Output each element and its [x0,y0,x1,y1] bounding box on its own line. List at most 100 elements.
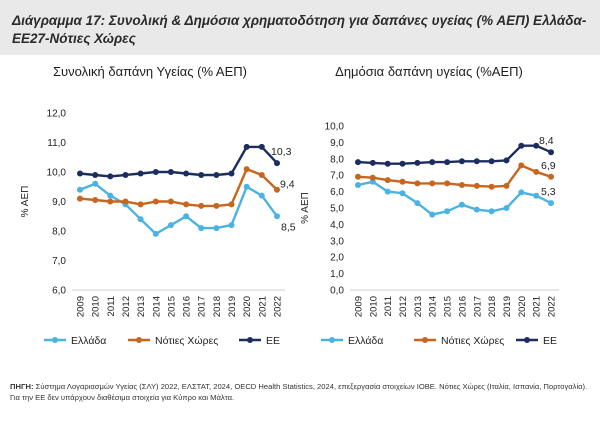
data-point [198,202,205,209]
y-tick-label: 2,0 [330,253,344,264]
x-tick-label: 2017 [472,296,483,317]
x-tick-label: 2015 [443,296,454,317]
data-point [274,160,280,167]
data-point [399,178,406,185]
data-point [228,170,235,177]
data-point [488,183,495,190]
data-point [369,174,376,181]
data-point [274,186,280,193]
data-point [243,166,250,173]
x-tick-label: 2011 [383,296,394,316]
data-point [77,186,83,193]
data-point [399,190,406,197]
legend-item-Νότιες Χώρες: Νότιες Χώρες [155,335,218,347]
data-point [122,172,129,178]
y-axis-label: % ΑΕΠ [20,186,31,218]
y-tick-label: 9,0 [330,138,344,149]
data-point [473,206,480,213]
data-point [183,201,190,208]
data-point [213,225,220,232]
x-tick-label: 2022 [273,296,284,317]
data-point [107,192,114,199]
data-point [107,198,114,205]
data-point [384,160,391,167]
data-label: 8,4 [539,135,554,147]
data-point [414,159,421,166]
x-tick-label: 2011 [106,296,117,316]
data-point [488,158,495,165]
x-tick-label: 2018 [487,296,498,317]
data-point [243,143,250,150]
x-tick-label: 2016 [457,296,468,317]
data-point [429,211,436,218]
data-point [369,178,376,185]
data-point [167,198,174,205]
data-point [503,182,510,189]
series-line-Ελλάδα [79,182,278,236]
data-point [488,208,495,215]
x-tick-label: 2014 [428,296,439,317]
x-tick-label: 2019 [502,296,513,317]
data-point [198,172,205,178]
data-point [444,208,451,215]
y-tick-label: 7,0 [330,171,344,182]
legend-swatch-marker [524,337,530,343]
data-point [503,157,510,164]
y-tick-label: 8,0 [330,154,344,165]
data-point [137,170,144,177]
data-point [458,201,465,208]
data-point [458,182,465,188]
data-label: 5,3 [541,186,556,198]
x-tick-label: 2015 [166,296,177,317]
data-point [548,173,554,180]
data-point [274,213,280,220]
data-point [198,225,205,232]
data-point [137,201,144,208]
x-tick-label: 2021 [532,296,543,317]
data-point [518,189,525,196]
y-tick-label: 12,0 [47,109,67,120]
x-tick-label: 2010 [368,296,379,317]
data-label: 9,4 [280,179,295,191]
x-tick-label: 2009 [354,296,365,317]
x-tick-label: 2012 [121,296,132,317]
y-tick-label: 1,0 [330,269,344,280]
data-point [122,198,129,205]
data-point [355,159,361,166]
data-point [384,188,391,195]
data-point [429,180,436,187]
x-tick-label: 2022 [547,296,558,317]
x-tick-label: 2013 [413,296,424,317]
y-tick-label: 6,0 [330,187,344,198]
data-point [369,159,376,166]
y-tick-label: 5,0 [330,204,344,215]
data-label: 8,5 [281,221,296,233]
legend-item-Νότιες Χώρες: Νότιες Χώρες [441,335,504,347]
data-point [533,192,540,199]
data-point [533,168,540,175]
legend-swatch-marker [329,337,335,343]
data-point [548,149,554,156]
chart-panel-2: Δημόσια δαπάνη υγείας (%ΑΕΠ) 0,0 1,0 2,0 3,0… [300,64,559,347]
data-point [228,222,235,229]
data-point [258,192,265,199]
legend-item-ΕΕ: ΕΕ [543,335,557,347]
x-tick-label: 2021 [257,296,268,317]
y-tick-label: 9,0 [52,197,66,208]
series-line-Νότιες Χώρες [357,164,552,188]
x-tick-label: 2016 [182,296,193,317]
y-tick-label: 6,0 [52,286,66,297]
data-point [107,173,114,180]
data-point [167,169,174,175]
data-point [548,200,554,207]
data-point [92,197,99,203]
data-point [414,180,421,187]
data-point [137,216,144,223]
data-point [152,198,159,205]
y-tick-label: 7,0 [52,256,66,267]
data-point [518,142,525,149]
data-point [152,230,159,237]
data-point [473,158,480,165]
data-point [92,180,99,187]
legend-item-Ελλάδα: Ελλάδα [348,335,383,347]
